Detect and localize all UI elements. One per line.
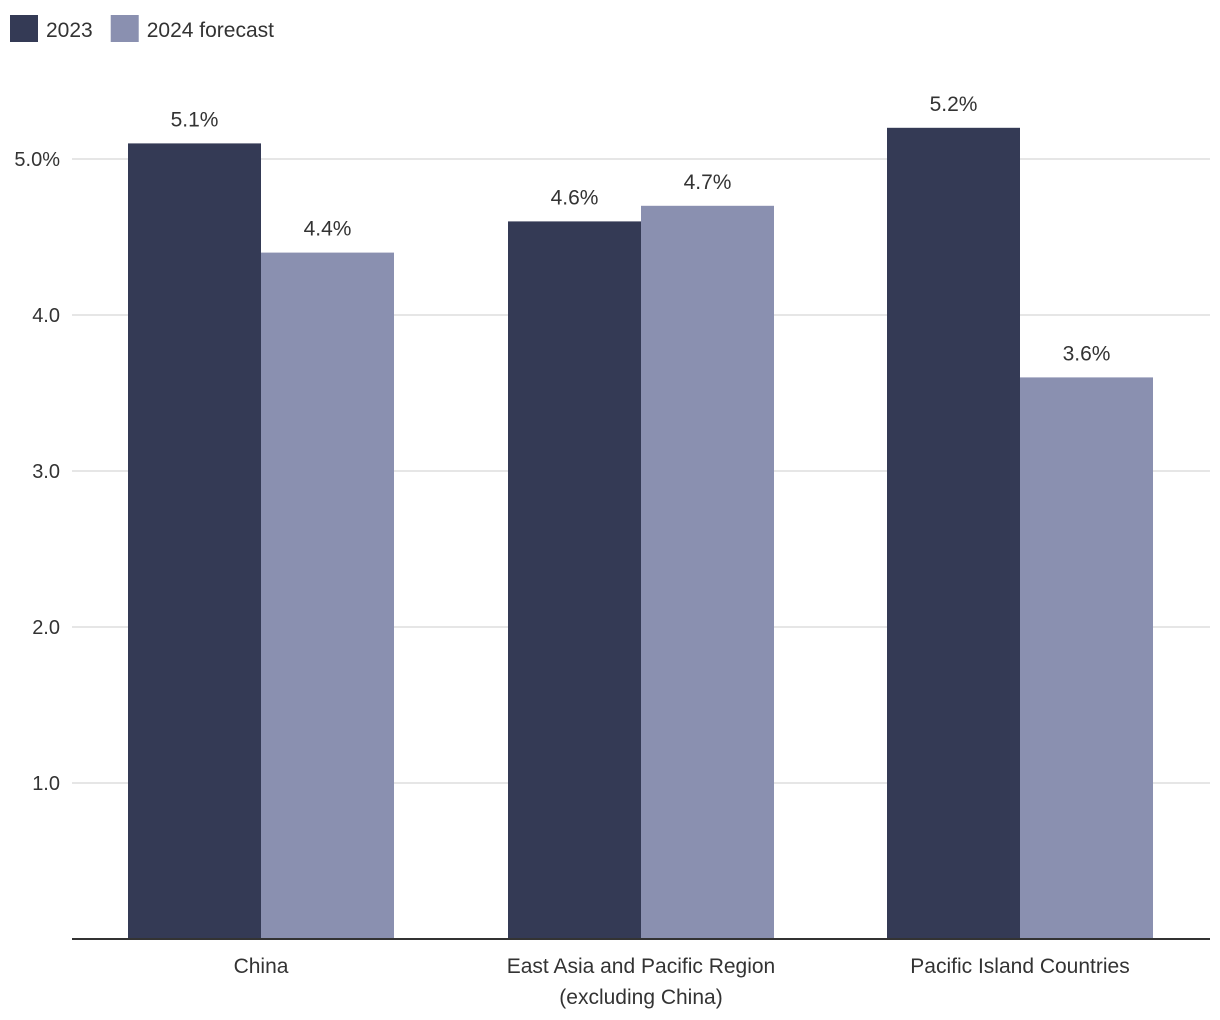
legend-swatch-2 (110, 15, 139, 42)
legend-label-1: 2023 (46, 19, 93, 42)
bar-series-2-category-2 (641, 205, 774, 940)
x-category-label-line: East Asia and Pacific Region (507, 955, 776, 978)
x-category-label-line: (excluding China) (559, 986, 722, 1009)
y-tick-label: 5.0% (14, 149, 60, 171)
x-category-label: Pacific Island Countries (910, 955, 1129, 978)
legend: 2023 2024 forecast (10, 15, 274, 42)
x-category-label: East Asia and Pacific Region (excluding C… (507, 955, 776, 1009)
data-labels: 5.1% 4.4% 4.6% 4.7% 5.2% 3.6% (171, 93, 1111, 366)
bar-series-1-category-3 (887, 127, 1020, 940)
bar-series-1-category-2 (508, 221, 641, 939)
data-label: 5.1% (171, 108, 219, 131)
legend-swatch-1 (10, 15, 38, 42)
x-category-label: China (234, 955, 289, 978)
y-tick-label: 2.0 (32, 617, 60, 639)
data-label: 4.6% (551, 186, 599, 209)
legend-label-2: 2024 forecast (147, 19, 274, 42)
bar-series-2-category-1 (261, 252, 394, 940)
bars (128, 127, 1153, 940)
data-label: 5.2% (930, 93, 978, 116)
data-label: 4.4% (304, 218, 352, 241)
y-axis-ticks: 1.0 2.0 3.0 4.0 5.0% (14, 149, 60, 795)
y-tick-label: 4.0 (32, 305, 60, 327)
y-tick-label: 3.0 (32, 461, 60, 483)
bar-series-1-category-1 (128, 143, 261, 939)
data-label: 3.6% (1063, 342, 1111, 365)
x-category-label-line: Pacific Island Countries (910, 955, 1129, 978)
y-tick-label: 1.0 (32, 773, 60, 795)
x-category-label-line: China (234, 955, 289, 978)
data-label: 4.7% (684, 171, 732, 194)
bar-series-2-category-3 (1020, 377, 1153, 939)
x-axis: China East Asia and Pacific Region (exclud… (72, 938, 1210, 1009)
